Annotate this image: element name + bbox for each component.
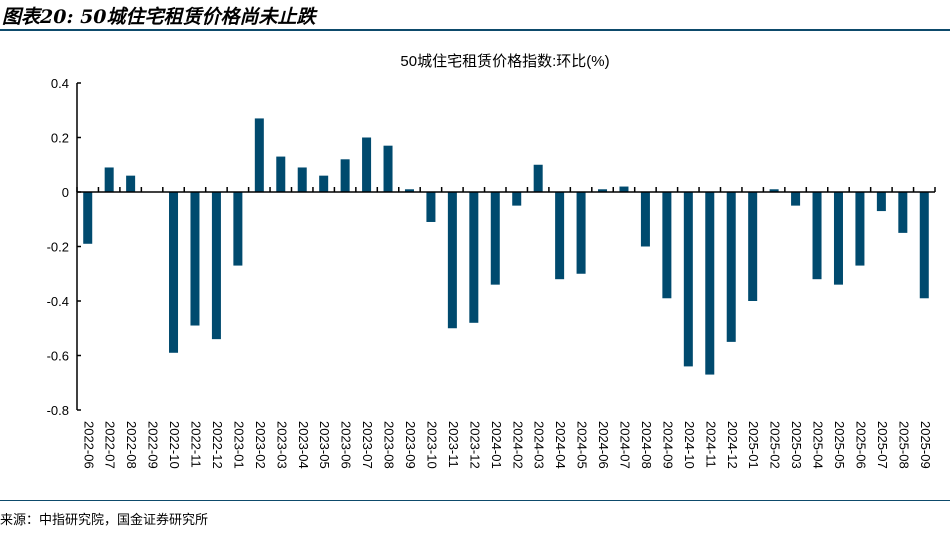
bar-2024-04	[555, 192, 565, 280]
x-tick-label: 2023-07	[360, 421, 375, 469]
bar-2024-01	[490, 192, 500, 285]
bar-2023-12	[469, 192, 479, 323]
bar-2023-11	[447, 192, 457, 329]
x-tick-label: 2023-04	[296, 421, 311, 469]
x-tick-label: 2024-11	[703, 421, 718, 468]
x-tick-label: 2023-12	[467, 421, 482, 469]
y-tick-label: 0.2	[51, 131, 69, 146]
figure-title: 图表20: 50城住宅租赁价格尚未止跌	[2, 6, 316, 28]
bar-chart: 50城住宅租赁价格指数:环比(%) 0.4 0.2 0 -0.2 -0.4 -0.6 -0.…	[47, 53, 936, 469]
x-tick-label: 2024-04	[553, 421, 568, 469]
bar-2025-08	[898, 192, 908, 233]
x-tick-label: 2024-06	[596, 421, 611, 469]
x-tick-label: 2024-09	[660, 421, 675, 469]
x-tick-label: 2024-01	[489, 421, 504, 469]
bar-2023-01	[233, 192, 243, 266]
x-tick-label: 2022-10	[167, 421, 182, 469]
bar-2023-04	[297, 167, 307, 192]
bar-2025-04	[812, 192, 822, 280]
source-note: 来源：中指研究院，国金证券研究所	[0, 513, 209, 528]
x-tick-label: 2022-06	[81, 421, 96, 469]
x-tick-label: 2023-09	[403, 421, 418, 469]
y-tick-label: 0.4	[51, 76, 69, 91]
x-tick-label: 2023-01	[231, 421, 246, 469]
bar-2023-09	[404, 189, 414, 192]
x-tick-label: 2022-09	[146, 421, 161, 469]
x-tick-label: 2023-11	[446, 421, 461, 468]
bar-2022-12	[211, 192, 221, 340]
x-tick-label: 2022-08	[124, 421, 139, 469]
bar-2025-09	[919, 192, 929, 299]
x-axis: 2022-06 2022-07 2022-08 2022-09 2022-10 2022-…	[76, 187, 936, 469]
x-tick-label: 2024-03	[532, 421, 547, 469]
x-tick-label: 2024-02	[510, 421, 525, 469]
x-tick-label: 2025-08	[896, 421, 911, 469]
x-tick-label: 2023-05	[317, 421, 332, 469]
bar-2024-06	[598, 189, 608, 192]
y-tick-label: -0.2	[47, 240, 69, 255]
y-tick-label: -0.4	[47, 294, 69, 309]
x-tick-label: 2024-07	[618, 421, 633, 469]
x-tick-label: 2025-07	[875, 421, 890, 469]
x-tick-label: 2025-05	[832, 421, 847, 469]
bar-2022-07	[104, 167, 114, 192]
bar-2022-08	[126, 175, 136, 192]
bar-2023-02	[254, 118, 264, 192]
bar-2025-03	[791, 192, 801, 206]
x-tick-label: 2025-01	[746, 421, 761, 469]
x-tick-label: 2024-05	[575, 421, 590, 469]
bar-2024-12	[726, 192, 736, 342]
bar-2024-11	[705, 192, 715, 375]
top-divider	[0, 29, 950, 31]
x-tick-label: 2023-02	[253, 421, 268, 469]
x-tick-label: 2024-12	[725, 421, 740, 469]
bar-2023-03	[276, 156, 286, 192]
x-tick-label: 2022-07	[103, 421, 118, 469]
x-tick-label: 2024-10	[682, 421, 697, 469]
x-tick-label: 2023-08	[382, 421, 397, 469]
x-tick-label: 2024-08	[639, 421, 654, 469]
bar-2023-08	[383, 145, 393, 192]
bars	[83, 118, 929, 375]
bar-2025-07	[876, 192, 886, 212]
x-tick-label: 2023-03	[274, 421, 289, 469]
bar-2023-05	[319, 175, 329, 192]
bar-2024-05	[576, 192, 586, 274]
y-tick-label: -0.8	[47, 403, 69, 418]
bar-2025-01	[748, 192, 758, 301]
x-tick-label: 2022-12	[210, 421, 225, 469]
chart-title: 50城住宅租赁价格指数:环比(%)	[400, 53, 609, 70]
x-tick-label: 2025-04	[811, 421, 826, 469]
bar-2023-06	[340, 159, 350, 192]
bar-2024-09	[662, 192, 672, 299]
bar-2024-03	[533, 164, 543, 192]
x-tick-label: 2023-06	[339, 421, 354, 469]
bar-2024-02	[512, 192, 522, 206]
x-tick-label: 2023-10	[424, 421, 439, 469]
bar-2022-11	[190, 192, 200, 326]
bar-2024-08	[640, 192, 650, 247]
y-tick-label: -0.6	[47, 349, 69, 364]
bar-2022-06	[83, 192, 93, 244]
bar-2023-07	[362, 137, 372, 192]
x-tick-label: 2025-06	[853, 421, 868, 469]
bar-2024-10	[683, 192, 693, 367]
bottom-divider	[0, 500, 950, 501]
bar-2025-02	[769, 189, 779, 192]
bar-2023-10	[426, 192, 436, 222]
y-axis: 0.4 0.2 0 -0.2 -0.4 -0.6 -0.8	[47, 76, 81, 418]
x-tick-label: 2022-11	[189, 421, 204, 468]
bar-2025-05	[833, 192, 843, 285]
x-tick-label: 2025-03	[789, 421, 804, 469]
bar-2022-10	[169, 192, 179, 353]
y-tick-label: 0	[62, 185, 69, 200]
x-tick-label: 2025-02	[768, 421, 783, 469]
bar-2024-07	[619, 186, 629, 192]
bar-2025-06	[855, 192, 865, 266]
x-tick-label: 2025-09	[918, 421, 933, 469]
